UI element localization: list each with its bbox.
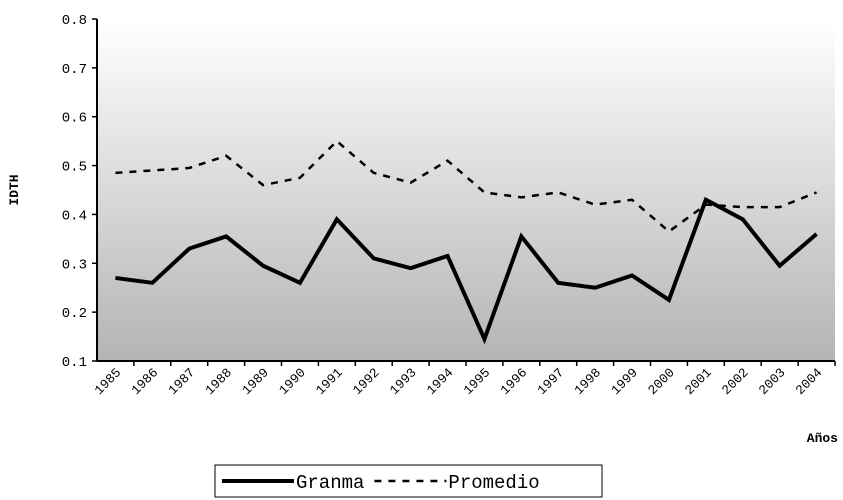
y-tick-label: 0.2 [62, 306, 87, 322]
x-tick-label: 1994 [424, 365, 457, 398]
x-tick-label: 1996 [497, 365, 530, 398]
x-tick-label: 1995 [461, 365, 494, 398]
x-tick-label: 1998 [571, 365, 604, 398]
x-tick-label: 1991 [313, 365, 346, 398]
x-tick-label: 1992 [350, 365, 383, 398]
x-tick-label: 2004 [793, 365, 826, 398]
series-line [115, 196, 818, 345]
x-tick-label: 1999 [608, 365, 641, 398]
x-tick-label: 1990 [276, 365, 309, 398]
x-tick-label: 1985 [92, 365, 125, 398]
plot-area [97, 19, 835, 361]
y-tick-label: 0.4 [62, 208, 87, 224]
legend-label: Granma [296, 472, 364, 494]
y-tick-label: 0.3 [62, 257, 87, 273]
x-axis-label: Años [807, 431, 838, 446]
x-tick-label: 2002 [719, 365, 752, 398]
x-tick-label: 1986 [128, 365, 161, 398]
x-tick-label: 1989 [239, 365, 272, 398]
x-tick-label: 2000 [645, 365, 678, 398]
x-tick-label: 1988 [202, 365, 235, 398]
y-tick-label: 0.6 [62, 111, 87, 127]
y-tick-label: 0.8 [62, 13, 87, 29]
x-tick-label: 2001 [682, 365, 715, 398]
y-tick-label: 0.7 [62, 62, 87, 78]
y-tick-label: 0.1 [62, 355, 87, 371]
x-tick-label: 2003 [756, 365, 789, 398]
x-tick-label: 1987 [165, 365, 198, 398]
y-axis-label: IDTH [7, 174, 22, 205]
legend-label: Promedio [448, 472, 539, 494]
x-tick-label: 1993 [387, 365, 420, 398]
y-tick-label: 0.5 [62, 160, 87, 176]
x-tick-label: 1997 [534, 365, 567, 398]
